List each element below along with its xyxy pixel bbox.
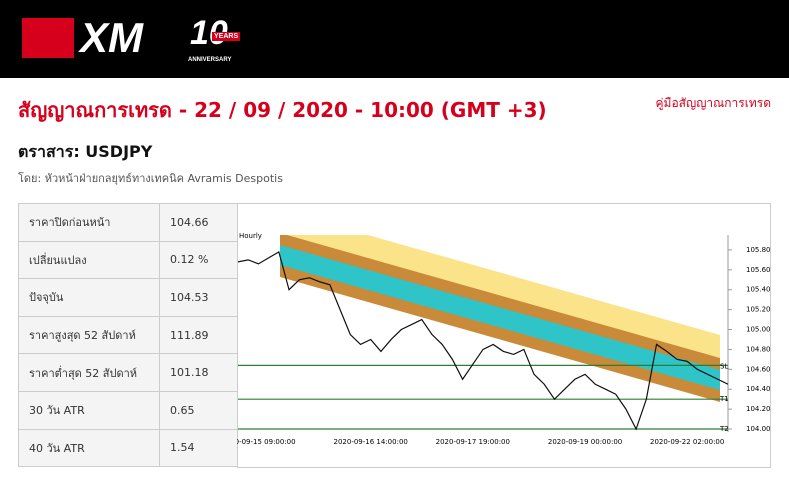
header: XM 10 YEARS ANNIVERSARY [0,0,789,78]
y-tick-label: 104.00 [746,425,771,433]
stats-table: ราคาปิดก่อนหน้า 104.66 เปลี่ยนแปลง 0.12 % ปั… [18,203,238,468]
chart: Hourly 104.00 104.20 104.40 104.60 104.80 105.… [237,203,771,468]
price-line [237,250,729,431]
table-cell: 0.12 % [159,240,238,280]
logo[interactable]: XM [80,14,143,61]
table-row: ราคาต่ำสุด 52 สัปดาห์ 101.18 [18,353,238,392]
x-tick-label: 2020-09-17 19:00:00 [436,438,510,446]
table-cell: 104.53 [159,278,238,317]
y-tick-label: 105.00 [746,326,771,334]
level-label: T1 [719,395,729,403]
chart-subtitle: Hourly [239,232,262,240]
y-tick-label: 104.60 [746,365,771,373]
level-label: T2 [719,425,729,433]
guide-link[interactable]: คู่มือสัญญาณการเทรด [655,96,772,110]
table-cell: ราคาสูงสุด 52 สัปดาห์ [18,315,160,355]
table-cell: 111.89 [159,315,238,355]
table-row: ปัจจุบัน 104.53 [18,278,238,317]
table-row: 40 วัน ATR 1.54 [18,428,238,468]
band-cyan [280,245,720,390]
x-tick-label: 2020-09-15 09:00:00 [237,438,296,446]
y-tick-label: 105.40 [746,286,771,294]
page-title: สัญญาณการเทรด - 22 / 09 / 2020 - 10:00 (… [18,98,547,122]
y-tick-label: 105.80 [746,246,771,254]
table-row: 30 วัน ATR 0.65 [18,390,238,430]
table-row: ราคาปิดก่อนหน้า 104.66 [18,203,238,242]
x-tick-label: 2020-09-19 00:00:00 [548,438,622,446]
table-cell: 0.65 [159,390,238,430]
badge-top: YEARS [212,32,241,41]
y-tick-label: 105.60 [746,266,771,274]
badge-bottom: ANNIVERSARY [188,57,232,63]
table-row: เปลี่ยนแปลง 0.12 % [18,240,238,280]
y-tick-label: 105.20 [746,306,771,314]
x-tick-label: 2020-09-16 14:00:00 [334,438,408,446]
plot: Hourly 104.00 104.20 104.40 104.60 104.80 105.… [237,232,771,446]
table-cell: ปัจจุบัน [18,278,160,317]
y-tick-label: 104.40 [746,385,771,393]
x-tick-label: 2020-09-22 02:00:00 [650,438,724,446]
bands [280,235,720,402]
table-row: ราคาสูงสุด 52 สัปดาห์ 111.89 [18,315,238,355]
table-cell: 104.66 [159,203,238,242]
logo-icon [22,18,74,58]
table-cell: ราคาปิดก่อนหน้า [18,203,160,242]
author: โดย: หัวหน้าฝ่ายกลยุทธ์ทางเทคนิค Avramis… [18,172,283,185]
table-cell: 101.18 [159,353,238,392]
table-cell: เปลี่ยนแปลง [18,240,160,280]
table-cell: 40 วัน ATR [18,428,160,468]
instrument: ตราสาร: USDJPY [18,142,153,161]
y-tick-label: 104.80 [746,345,771,353]
level-label: SL [720,362,728,370]
table-cell: 1.54 [159,428,238,468]
table-cell: 30 วัน ATR [18,390,160,430]
y-tick-label: 104.20 [746,405,771,413]
table-cell: ราคาต่ำสุด 52 สัปดาห์ [18,353,160,392]
